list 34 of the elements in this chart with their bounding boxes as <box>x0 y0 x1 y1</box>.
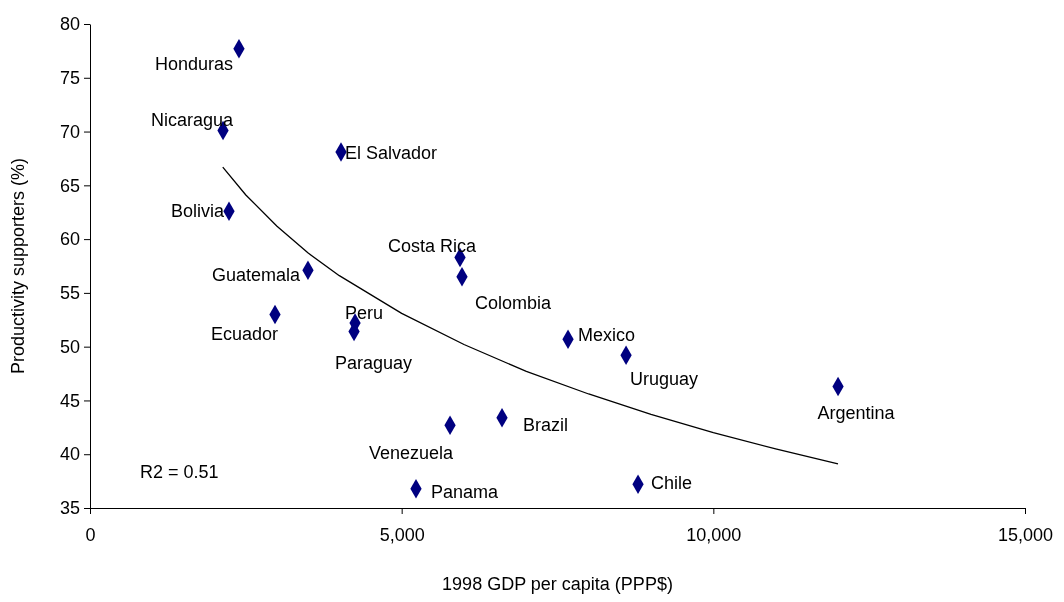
y-tick-label: 50 <box>59 336 80 357</box>
y-tick-label: 75 <box>59 68 80 89</box>
y-tick-label: 80 <box>59 14 80 35</box>
y-tick-label: 55 <box>59 283 80 304</box>
x-tick-label: 5,000 <box>379 524 425 545</box>
x-tick-label: 0 <box>85 524 96 545</box>
x-tick-label: 10,000 <box>686 524 742 545</box>
y-tick-label: 65 <box>59 175 80 196</box>
annotation: Mexico <box>578 325 636 346</box>
annotation: Argentina <box>817 403 896 424</box>
y-axis-title: Productivity supporters (%) <box>8 157 28 375</box>
x-axis-title: 1998 GDP per capita (PPP$) <box>442 574 673 594</box>
annotation: El Salvador <box>345 142 438 163</box>
annotation: Costa Rica <box>387 236 477 257</box>
annotation: Ecuador <box>210 324 279 345</box>
annotation: Bolivia <box>170 201 225 222</box>
annotation: Panama <box>431 481 500 502</box>
annotation: Nicaragua <box>150 110 235 131</box>
annotation: Colombia <box>475 292 553 313</box>
annotation: Brazil <box>523 414 569 435</box>
annotation: Chile <box>651 473 693 494</box>
y-tick-label: 35 <box>59 498 80 519</box>
annotation: Guatemala <box>211 265 301 286</box>
annotation: Peru <box>345 303 384 323</box>
y-tick-label: 45 <box>59 390 80 411</box>
annotation: Honduras <box>154 53 233 74</box>
annotation: Venezuela <box>369 443 455 464</box>
y-tick-label: 40 <box>59 444 80 465</box>
annotation: R2 = 0.51 <box>140 462 219 482</box>
annotation: Paraguay <box>335 352 413 373</box>
annotation: Uruguay <box>630 369 699 390</box>
x-tick-label: 15,000 <box>997 524 1054 545</box>
y-tick-label: 60 <box>59 229 80 250</box>
y-tick-label: 70 <box>59 121 80 142</box>
